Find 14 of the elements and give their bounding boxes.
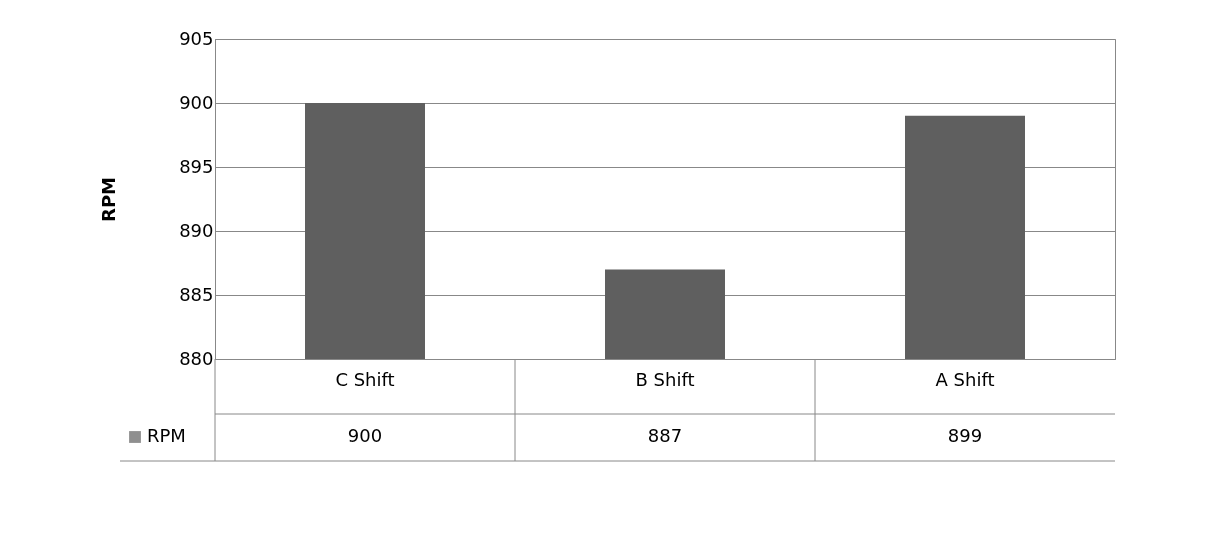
y-tick-label: 905 xyxy=(179,27,214,49)
legend-label: RPM xyxy=(147,425,186,446)
y-tick-label: 900 xyxy=(179,91,214,113)
y-tick-label: 895 xyxy=(179,155,214,177)
y-tick-label: 890 xyxy=(179,219,214,241)
data-label: 900 xyxy=(347,425,383,446)
x-tick-label: C Shift xyxy=(335,368,395,390)
x-tick-label: A Shift xyxy=(935,368,995,390)
y-tick-label: 885 xyxy=(179,283,214,305)
data-label: 887 xyxy=(647,425,683,446)
x-tick-label: B Shift xyxy=(635,368,695,390)
y-tick-label: 880 xyxy=(179,347,214,369)
data-label: 899 xyxy=(947,425,983,446)
y-axis-title: RPM xyxy=(98,177,120,222)
